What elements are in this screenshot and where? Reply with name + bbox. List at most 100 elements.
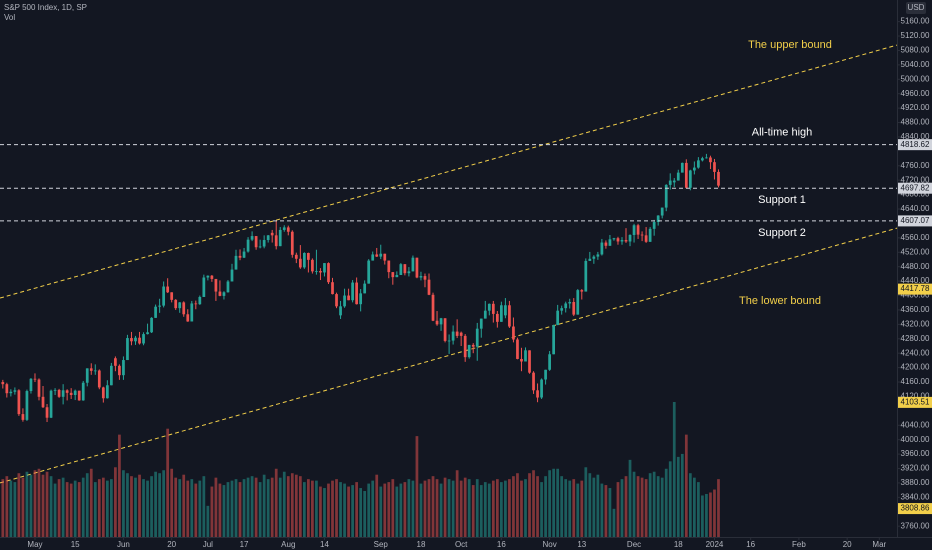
level-price-label: 4607.07 [901,216,930,225]
volume-bar [652,471,656,537]
volume-bar [110,479,113,537]
candle-body [479,318,483,329]
y-tick-label: 4560.00 [901,233,930,242]
x-tick-label: Feb [792,540,806,549]
x-tick-label: 18 [674,540,683,549]
volume-bar [238,482,242,537]
volume-bar [644,479,648,537]
candle-body [218,291,222,296]
candle-body [552,325,556,355]
candle-body [29,378,33,392]
candle-body [97,370,101,388]
candle-body [483,310,487,319]
volume-bar [471,485,475,537]
candle-body [544,369,547,380]
candle-body [516,339,519,359]
volume-bar [254,477,258,537]
volume-bar [298,476,302,537]
candle-body [174,299,178,309]
candle-body [234,255,238,270]
candle-body [391,272,395,278]
volume-bar [672,402,676,537]
candle-body [592,256,596,259]
candle-body [339,306,342,316]
candle-body [45,407,49,418]
candle-body [487,303,491,311]
y-tick-label: 4520.00 [901,247,930,256]
candle-body [13,390,17,392]
y-tick-label: 3960.00 [901,449,930,458]
candle-body [656,215,660,223]
volume-bar [528,473,531,537]
candle-body [709,157,712,163]
candle-body [33,378,37,380]
candle-body [636,225,640,235]
x-tick-label: 18 [417,540,426,549]
volume-bar [290,473,294,537]
y-tick-label: 4120.00 [901,392,930,401]
volume-bar [331,480,334,537]
volume-bar [315,480,318,537]
candle-body [395,274,399,278]
candle-body [282,227,286,230]
volume-bar [491,480,495,537]
x-tick-label: 16 [746,540,755,549]
volume-bar [560,476,564,537]
volume-bar [504,480,507,537]
volume-bar [684,434,688,537]
volume-bar [668,461,672,537]
candle-body [1,382,5,385]
candle-body [520,358,523,362]
volume-bar [500,482,503,537]
candle-body [335,294,338,307]
volume-bar [423,480,427,537]
volume-bar [717,479,720,537]
volume-bar [459,480,463,537]
volume-bar [122,470,125,537]
volume-bar [572,479,576,537]
candle-body [150,317,153,333]
volume-bar [620,479,624,537]
candle-body [355,282,358,305]
y-tick-label: 4200.00 [901,363,930,372]
candle-body [524,350,527,362]
candle-body [423,276,427,280]
y-tick-label: 5080.00 [901,46,930,55]
volume-bar [114,467,117,537]
volume-bar [258,482,262,537]
y-tick-label: 4920.00 [901,103,930,112]
candle-body [359,293,363,305]
candle-body [105,385,109,399]
candle-body [138,337,141,344]
candle-body [415,257,419,278]
level-label: All-time high [752,127,813,139]
chart-title: S&P 500 Index, 1D, SP [4,3,87,12]
candle-body [25,391,29,420]
candle-body [556,310,560,326]
volume-bar [142,479,145,537]
volume-bar [568,480,572,537]
volume-bar [709,492,712,537]
y-tick-label: 4280.00 [901,334,930,343]
candle-body [21,414,25,420]
volume-bar [198,480,202,537]
volume-bar [5,476,9,537]
candle-body [298,258,302,268]
volume-bar [383,483,387,537]
candle-body [620,240,624,242]
level-price-label: 4697.82 [901,183,930,192]
volume-bar [93,482,97,537]
y-tick-label: 3760.00 [901,521,930,530]
candle-body [302,253,306,268]
volume-bar [302,482,306,537]
volume-bar [415,436,419,537]
candle-body [162,286,166,306]
candle-body [114,358,117,366]
volume-bar [552,468,556,537]
volume-bar [495,479,499,537]
volume-bar [25,471,29,537]
candle-body [9,391,13,394]
candle-body [194,303,198,305]
